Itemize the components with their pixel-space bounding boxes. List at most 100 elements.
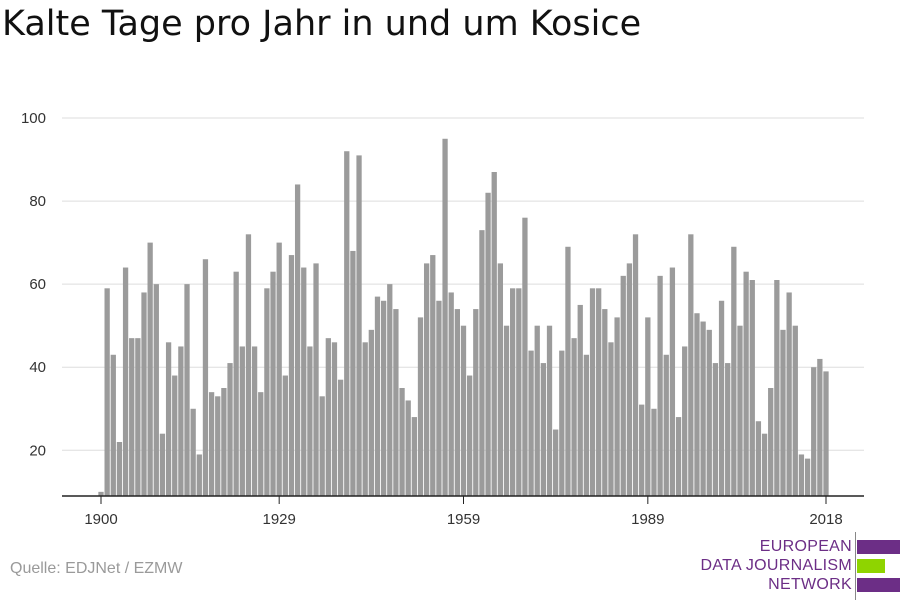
bar <box>153 284 159 496</box>
bar <box>503 325 510 496</box>
bar <box>768 388 774 496</box>
bar <box>251 346 258 496</box>
bar <box>571 338 577 496</box>
edjnet-logo[interactable]: EUROPEAN DATA JOURNALISM NETWORK <box>700 532 900 600</box>
bar <box>313 263 319 496</box>
bar <box>208 392 215 496</box>
bar <box>546 325 553 496</box>
bar <box>233 271 239 496</box>
bar <box>516 288 522 496</box>
bar <box>98 491 104 496</box>
bar <box>239 346 245 496</box>
bar <box>356 155 362 496</box>
bar <box>184 284 190 496</box>
bar <box>202 259 209 496</box>
bar <box>632 234 639 497</box>
bar <box>104 288 110 496</box>
bar <box>227 363 233 496</box>
bar <box>491 172 497 496</box>
bar <box>270 271 276 496</box>
bar <box>823 371 829 496</box>
bar <box>454 309 460 496</box>
bar <box>700 321 706 496</box>
bar <box>583 354 590 496</box>
bar <box>540 363 547 496</box>
bar <box>294 184 301 496</box>
bar <box>473 309 479 496</box>
bar <box>743 271 749 496</box>
bar <box>614 317 620 496</box>
logo-bar-purple-bottom <box>857 578 900 592</box>
bar <box>510 288 516 496</box>
bar <box>178 346 184 496</box>
bar <box>258 392 264 496</box>
bar <box>817 358 823 496</box>
bar <box>798 454 805 496</box>
bar <box>215 396 221 496</box>
bar <box>682 346 688 496</box>
bar <box>780 329 786 496</box>
bar <box>190 408 196 496</box>
bar <box>774 280 780 496</box>
bar <box>423 263 430 496</box>
bar <box>430 255 436 496</box>
bar <box>663 354 669 496</box>
bar <box>725 363 731 496</box>
bar <box>755 421 762 496</box>
bar <box>792 325 798 496</box>
bar <box>497 263 504 496</box>
bar <box>485 192 491 496</box>
bar <box>749 280 755 496</box>
logo-text-line-2: DATA JOURNALISM <box>700 557 852 574</box>
bar <box>706 329 712 496</box>
bar <box>651 408 657 496</box>
bar <box>399 388 405 496</box>
bars <box>98 138 829 497</box>
bar <box>731 246 737 496</box>
bar <box>393 309 399 496</box>
bar <box>602 309 608 496</box>
bar <box>565 246 571 496</box>
bar <box>479 230 485 496</box>
logo-bar-purple-top <box>857 540 900 554</box>
bar <box>147 242 153 496</box>
bar <box>417 317 424 496</box>
bar <box>282 375 288 496</box>
bar <box>534 325 540 496</box>
y-tick-label: 20 <box>29 442 46 459</box>
bar <box>528 350 534 496</box>
bar <box>221 388 227 496</box>
x-tick-label: 2018 <box>809 511 842 528</box>
bar <box>331 342 338 496</box>
bar <box>264 288 270 496</box>
bar <box>608 342 614 496</box>
y-tick-label: 80 <box>29 193 46 210</box>
bar <box>411 417 417 496</box>
bar <box>368 329 374 496</box>
bar <box>350 250 356 496</box>
bar <box>374 296 381 496</box>
y-tick-label: 60 <box>29 276 46 293</box>
bar <box>245 234 252 497</box>
y-tick-label: 40 <box>29 359 46 376</box>
bar <box>596 288 602 496</box>
bar <box>405 400 411 496</box>
bar <box>811 367 817 496</box>
logo-bar-green <box>857 559 885 573</box>
bar <box>553 429 559 496</box>
bar <box>436 300 442 496</box>
x-tick-label: 1929 <box>262 511 295 528</box>
logo-text-line-1: EUROPEAN <box>759 538 852 555</box>
bar <box>657 275 663 496</box>
bar <box>116 442 123 496</box>
bar <box>559 350 565 496</box>
bar <box>387 284 393 496</box>
bar <box>172 375 178 496</box>
bar <box>276 242 282 496</box>
bar <box>362 342 368 496</box>
bar <box>129 338 135 496</box>
bar <box>589 288 596 496</box>
bar <box>344 151 350 496</box>
bar <box>442 138 448 496</box>
